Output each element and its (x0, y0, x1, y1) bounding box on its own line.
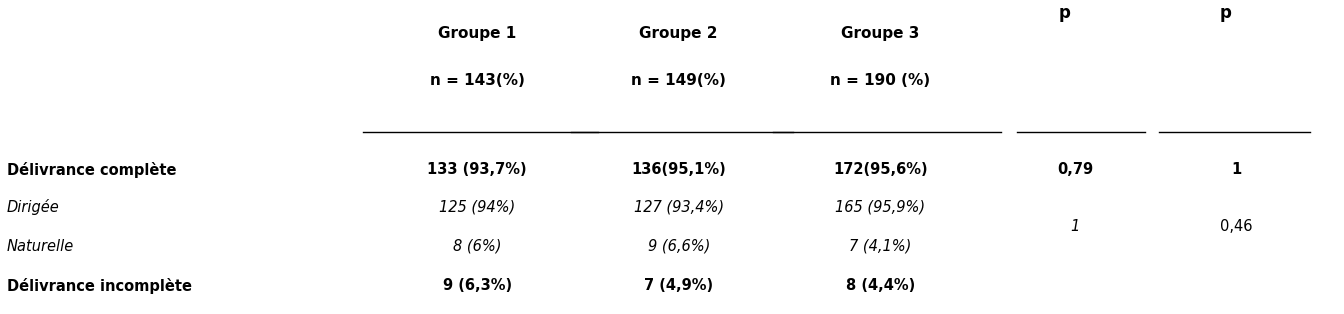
Text: 0,79: 0,79 (1058, 162, 1093, 177)
Text: b: b (1242, 0, 1250, 3)
Text: p: p (1220, 4, 1231, 22)
Text: a: a (1081, 0, 1089, 3)
Text: Groupe 2: Groupe 2 (640, 26, 718, 41)
Text: n = 190 (%): n = 190 (%) (831, 73, 930, 88)
Text: Délivrance incomplète: Délivrance incomplète (7, 278, 192, 294)
Text: 7 (4,9%): 7 (4,9%) (644, 278, 714, 293)
Text: Délivrance complète: Délivrance complète (7, 162, 176, 177)
Text: Groupe 3: Groupe 3 (841, 26, 919, 41)
Text: p: p (1059, 4, 1070, 22)
Text: 1: 1 (1231, 162, 1242, 177)
Text: 7 (4,1%): 7 (4,1%) (849, 239, 911, 254)
Text: Naturelle: Naturelle (7, 239, 74, 254)
Text: 127 (93,4%): 127 (93,4%) (633, 200, 724, 215)
Text: 9 (6,6%): 9 (6,6%) (648, 239, 710, 254)
Text: 165 (95,9%): 165 (95,9%) (835, 200, 926, 215)
Text: 125 (94%): 125 (94%) (439, 200, 515, 215)
Text: Dirigée: Dirigée (7, 199, 59, 215)
Text: 172(95,6%): 172(95,6%) (833, 162, 927, 177)
Text: 9 (6,3%): 9 (6,3%) (442, 278, 512, 293)
Text: 0,46: 0,46 (1220, 219, 1253, 234)
Text: 133 (93,7%): 133 (93,7%) (427, 162, 527, 177)
Text: 1: 1 (1071, 219, 1079, 234)
Text: n = 143(%): n = 143(%) (430, 73, 524, 88)
Text: 8 (6%): 8 (6%) (453, 239, 501, 254)
Text: 8 (4,4%): 8 (4,4%) (845, 278, 915, 293)
Text: Groupe 1: Groupe 1 (438, 26, 516, 41)
Text: n = 149(%): n = 149(%) (632, 73, 726, 88)
Text: 136(95,1%): 136(95,1%) (632, 162, 726, 177)
